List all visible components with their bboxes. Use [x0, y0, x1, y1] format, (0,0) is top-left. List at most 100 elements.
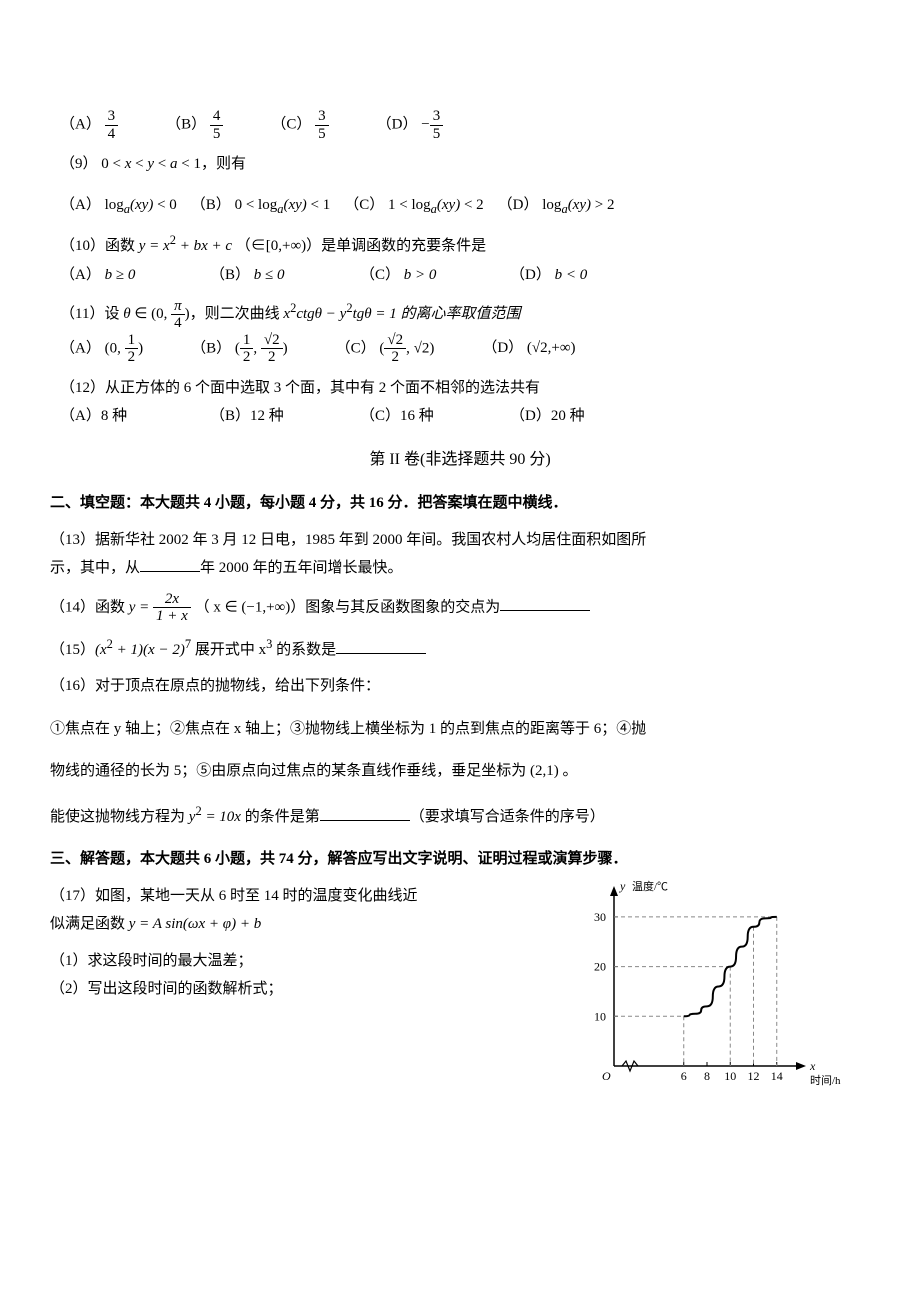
post: < 0: [153, 197, 176, 213]
section2-title: 二、填空题：本大题共 4 小题，每小题 4 分，共 16 分．把答案填在题中横线…: [50, 489, 870, 518]
comma: ,: [406, 340, 414, 356]
opt-label: （B）: [191, 340, 231, 356]
q11-opt-b: （B） (12, √22): [191, 332, 288, 366]
q9-opt-d: （D） loga(xy) > 2: [498, 191, 615, 222]
svg-text:x: x: [809, 1059, 816, 1073]
q9-opt-c: （C） 1 < loga(xy) < 2: [344, 191, 483, 222]
svg-text:O: O: [602, 1069, 611, 1083]
blank: [140, 556, 200, 572]
fraction: 3 4: [105, 108, 119, 142]
opt-label: （A）: [60, 116, 101, 132]
den: 5: [430, 126, 444, 143]
q12-opt-c: （C）16 种: [360, 402, 510, 431]
q10: （10）函数 y = x2 + bx + c （∈[0,+∞)）是单调函数的充要…: [50, 229, 870, 261]
opt-label: （A）: [60, 340, 101, 356]
neg-sign: −: [421, 116, 429, 132]
log: log: [105, 197, 124, 213]
tg: tgθ = 1 的离心率取值范围: [353, 306, 521, 322]
tail: 的系数是: [272, 642, 336, 658]
post: < 1: [307, 197, 330, 213]
post: ,+∞): [548, 340, 576, 356]
post: < 2: [460, 197, 483, 213]
opt-label: （B）: [210, 267, 250, 283]
pre: 似满足函数: [50, 916, 129, 932]
q16-line1: （16）对于顶点在原点的抛物线，给出下列条件：: [50, 672, 870, 701]
opt-label: （B）: [191, 197, 231, 213]
arg: (xy): [568, 197, 591, 213]
part2-title: 第 II 卷(非选择题共 90 分): [50, 445, 870, 475]
q17-sub1: （1）求这段时间的最大温差；: [50, 947, 552, 976]
tail: < 1，则有: [178, 156, 246, 172]
fn: y = A sin(ωx + φ) + b: [129, 916, 261, 932]
opt-text: b > 0: [404, 267, 437, 283]
blank: [500, 595, 590, 611]
label: （15）: [50, 642, 95, 658]
q10-opt-d: （D） b < 0: [510, 261, 660, 290]
fraction: 3 5: [315, 108, 329, 142]
q8-opt-d: （D） − 3 5: [377, 108, 444, 142]
rt: √2: [414, 340, 430, 356]
q11: （11）设 θ ∈ (0, π4)，则二次曲线 x2ctgθ − y2tgθ =…: [50, 297, 870, 332]
r: ): [283, 340, 288, 356]
fn: y = x: [139, 238, 170, 254]
den: 5: [210, 126, 224, 143]
blank: [320, 805, 410, 821]
q14: （14）函数 y = 2x1 + x （ x ∈ (−1,+∞)）图象与其反函数…: [50, 591, 870, 625]
q12-opt-d: （D）20 种: [510, 402, 660, 431]
mid: + 1)(x − 2): [113, 642, 185, 658]
svg-text:12: 12: [748, 1069, 760, 1083]
label: （14）函数: [50, 599, 129, 615]
q12-stem: （12）从正方体的 6 个面中选取 3 个面，其中有 2 个面不相邻的选法共有: [50, 374, 870, 403]
opt-label: （C）: [344, 197, 384, 213]
q11-opt-c: （C） (√22, √2): [336, 332, 435, 366]
fraction: 3 5: [430, 108, 444, 142]
l: (0,: [105, 340, 125, 356]
domain: （∈[0,+∞)）是单调函数的充要条件是: [236, 238, 486, 254]
post: （要求填写合适条件的序号）: [410, 809, 605, 825]
opt-text: b ≥ 0: [105, 267, 136, 283]
den: 2: [384, 349, 406, 366]
q17-sub2: （2）写出这段时间的函数解析式；: [50, 975, 552, 1004]
r: ): [429, 340, 434, 356]
svg-text:6: 6: [681, 1069, 687, 1083]
q16-line2: ①焦点在 y 轴上；②焦点在 x 轴上；③抛物线上横坐标为 1 的点到焦点的距离…: [50, 715, 870, 744]
arg: (xy): [437, 197, 460, 213]
q9-options: （A） loga(xy) < 0 （B） 0 < loga(xy) < 1 （C…: [50, 191, 870, 222]
q11-label: （11）设: [60, 306, 123, 322]
r: ): [138, 340, 143, 356]
num: 2x: [153, 591, 191, 609]
l: (x: [95, 642, 107, 658]
opt-label: （D）: [482, 340, 523, 356]
pre: 1 < log: [388, 197, 431, 213]
fraction: √22: [261, 332, 283, 366]
q15: （15）(x2 + 1)(x − 2)7 展开式中 x3 的系数是: [50, 633, 870, 665]
q8-options: （A） 3 4 （B） 4 5 （C） 3 5 （D） − 3 5: [50, 108, 870, 142]
pre: 能使这抛物线方程为: [50, 809, 189, 825]
num: 3: [105, 108, 119, 126]
den: 4: [171, 315, 185, 332]
q12-options: （A）8 种 （B）12 种 （C）16 种 （D）20 种: [50, 402, 870, 431]
pre: ∈ (0,: [131, 306, 172, 322]
num: π: [171, 298, 185, 316]
q13-line1: （13）据新华社 2002 年 3 月 12 日电，1985 年到 2000 年…: [50, 526, 870, 555]
q9-opt-a: （A） loga(xy) < 0: [60, 191, 177, 222]
q11-opt-a: （A） (0, 12): [60, 332, 143, 366]
q17: （17）如图，某地一天从 6 时至 14 时的温度变化曲线近 似满足函数 y =…: [50, 874, 870, 1094]
fraction: √22: [384, 332, 406, 366]
opt-text: b ≤ 0: [254, 267, 285, 283]
q8-opt-c: （C） 3 5: [271, 108, 328, 142]
temperature-chart: 10203068101214y温度/℃x时间/hO: [570, 874, 870, 1094]
opt-label: （A）: [60, 197, 101, 213]
svg-text:10: 10: [594, 1009, 606, 1023]
q8-opt-b: （B） 4 5: [166, 108, 223, 142]
den: 1 + x: [153, 608, 191, 625]
den: 4: [105, 126, 119, 143]
den: 5: [315, 126, 329, 143]
q9-label: （9）: [60, 156, 98, 172]
pre: 0 < log: [235, 197, 278, 213]
den: 2: [125, 349, 139, 366]
post: )，则二次曲线: [185, 306, 284, 322]
text: 展开式中 x: [191, 642, 266, 658]
num: 3: [315, 108, 329, 126]
q11-opt-d: （D） (√2,+∞): [482, 334, 575, 363]
